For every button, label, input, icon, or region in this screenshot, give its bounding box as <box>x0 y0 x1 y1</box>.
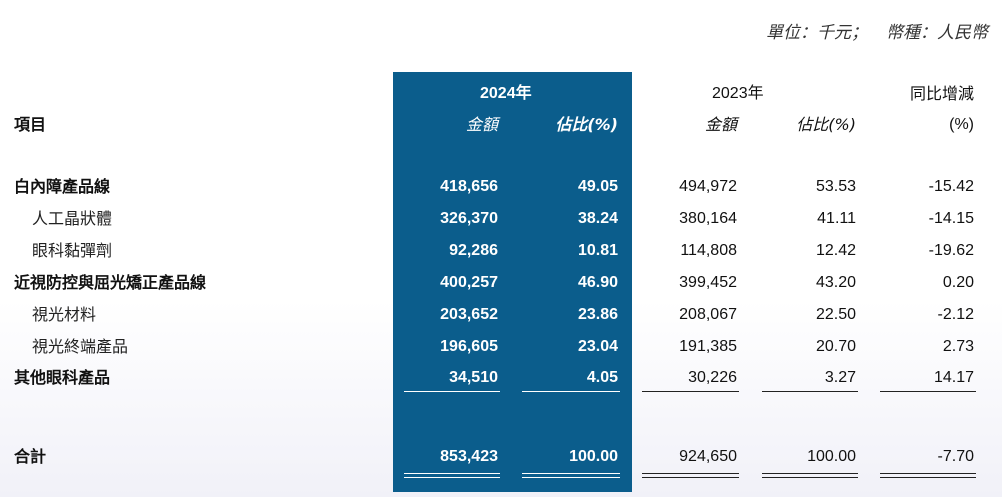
unit-note: 單位：千元； 幣種：人民幣 <box>748 18 988 43</box>
total-double-rule <box>880 473 976 478</box>
share-2024-cell: 46.90 <box>577 274 618 291</box>
amount-2024-header: 金額 <box>465 115 498 134</box>
share-2023-cell: 12.42 <box>815 242 856 259</box>
amount-2023-cell: 191,385 <box>679 338 737 355</box>
amount-2024-cell: 326,370 <box>440 210 498 227</box>
amount-2024-cell: 418,656 <box>440 178 498 195</box>
share-2024-cell: 10.81 <box>577 242 618 259</box>
yoy-cell: -19.62 <box>928 242 974 259</box>
subtotal-rule <box>522 391 620 392</box>
yoy-cell: 14.17 <box>933 369 974 386</box>
yoy-cell: 0.20 <box>942 274 974 291</box>
highlight-column-2024 <box>393 72 632 492</box>
total-double-rule <box>762 473 858 478</box>
item-header: 項目 <box>14 115 47 134</box>
subtotal-rule <box>404 391 500 392</box>
amount-2024-cell: 34,510 <box>449 369 498 386</box>
currency-label: 幣種：人民幣 <box>886 23 988 43</box>
subtotal-rule <box>762 391 858 392</box>
year-2023-header: 2023年 <box>712 85 764 102</box>
share-2024-cell: 38.24 <box>577 210 618 227</box>
row-label: 近視防控與屈光矯正產品線 <box>14 273 207 292</box>
share-2023-cell: 22.50 <box>815 306 856 323</box>
share-2024-cell: 23.04 <box>577 338 618 355</box>
amount-2024-cell: 203,652 <box>440 306 498 323</box>
unit-label: 單位：千元； <box>766 23 868 43</box>
amount-2023-header: 金額 <box>704 115 737 134</box>
amount-2023-cell: 494,972 <box>679 178 737 195</box>
share-2023-cell: 43.20 <box>815 274 856 291</box>
row-label: 視光材料 <box>32 305 97 324</box>
share-2024-cell: 49.05 <box>577 178 618 195</box>
amount-2024-cell: 400,257 <box>440 274 498 291</box>
yoy-cell: -15.42 <box>928 178 974 195</box>
share-2024-cell: 23.86 <box>577 306 618 323</box>
total-yoy: -7.70 <box>937 448 974 465</box>
amount-2023-cell: 399,452 <box>679 274 737 291</box>
yoy-cell: 2.73 <box>942 338 974 355</box>
share-2024-header: 佔比(%) <box>555 115 618 134</box>
year-2024-header: 2024年 <box>480 85 532 102</box>
total-amount-2024: 853,423 <box>440 448 498 465</box>
total-double-rule <box>642 473 739 478</box>
amount-2023-cell: 30,226 <box>688 369 737 386</box>
total-double-rule <box>522 473 620 478</box>
share-2023-cell: 53.53 <box>815 178 856 195</box>
share-2023-header: 佔比(%) <box>796 115 856 134</box>
row-label: 白內障產品線 <box>14 177 111 196</box>
row-label: 其他眼科產品 <box>14 368 111 387</box>
share-2024-cell: 4.05 <box>586 369 618 386</box>
amount-2024-cell: 92,286 <box>449 242 498 259</box>
row-label: 視光終端產品 <box>32 337 129 356</box>
share-2023-cell: 41.11 <box>817 210 856 227</box>
yoy-header: 同比增減 <box>909 84 974 103</box>
total-double-rule <box>404 473 500 478</box>
total-share-2024: 100.00 <box>569 448 618 465</box>
amount-2023-cell: 114,808 <box>680 242 737 259</box>
subtotal-rule <box>642 391 739 392</box>
row-label: 人工晶狀體 <box>32 209 113 228</box>
yoy-cell: -2.12 <box>937 306 974 323</box>
total-label: 合計 <box>14 447 47 466</box>
total-amount-2023: 924,650 <box>679 448 737 465</box>
yoy-unit-header: (%) <box>949 116 974 133</box>
amount-2023-cell: 208,067 <box>679 306 737 323</box>
subtotal-rule <box>880 391 976 392</box>
share-2023-cell: 3.27 <box>824 369 856 386</box>
total-share-2023: 100.00 <box>807 448 856 465</box>
amount-2024-cell: 196,605 <box>440 338 498 355</box>
amount-2023-cell: 380,164 <box>679 210 737 227</box>
yoy-cell: -14.15 <box>928 210 974 227</box>
share-2023-cell: 20.70 <box>815 338 856 355</box>
row-label: 眼科黏彈劑 <box>32 241 113 260</box>
